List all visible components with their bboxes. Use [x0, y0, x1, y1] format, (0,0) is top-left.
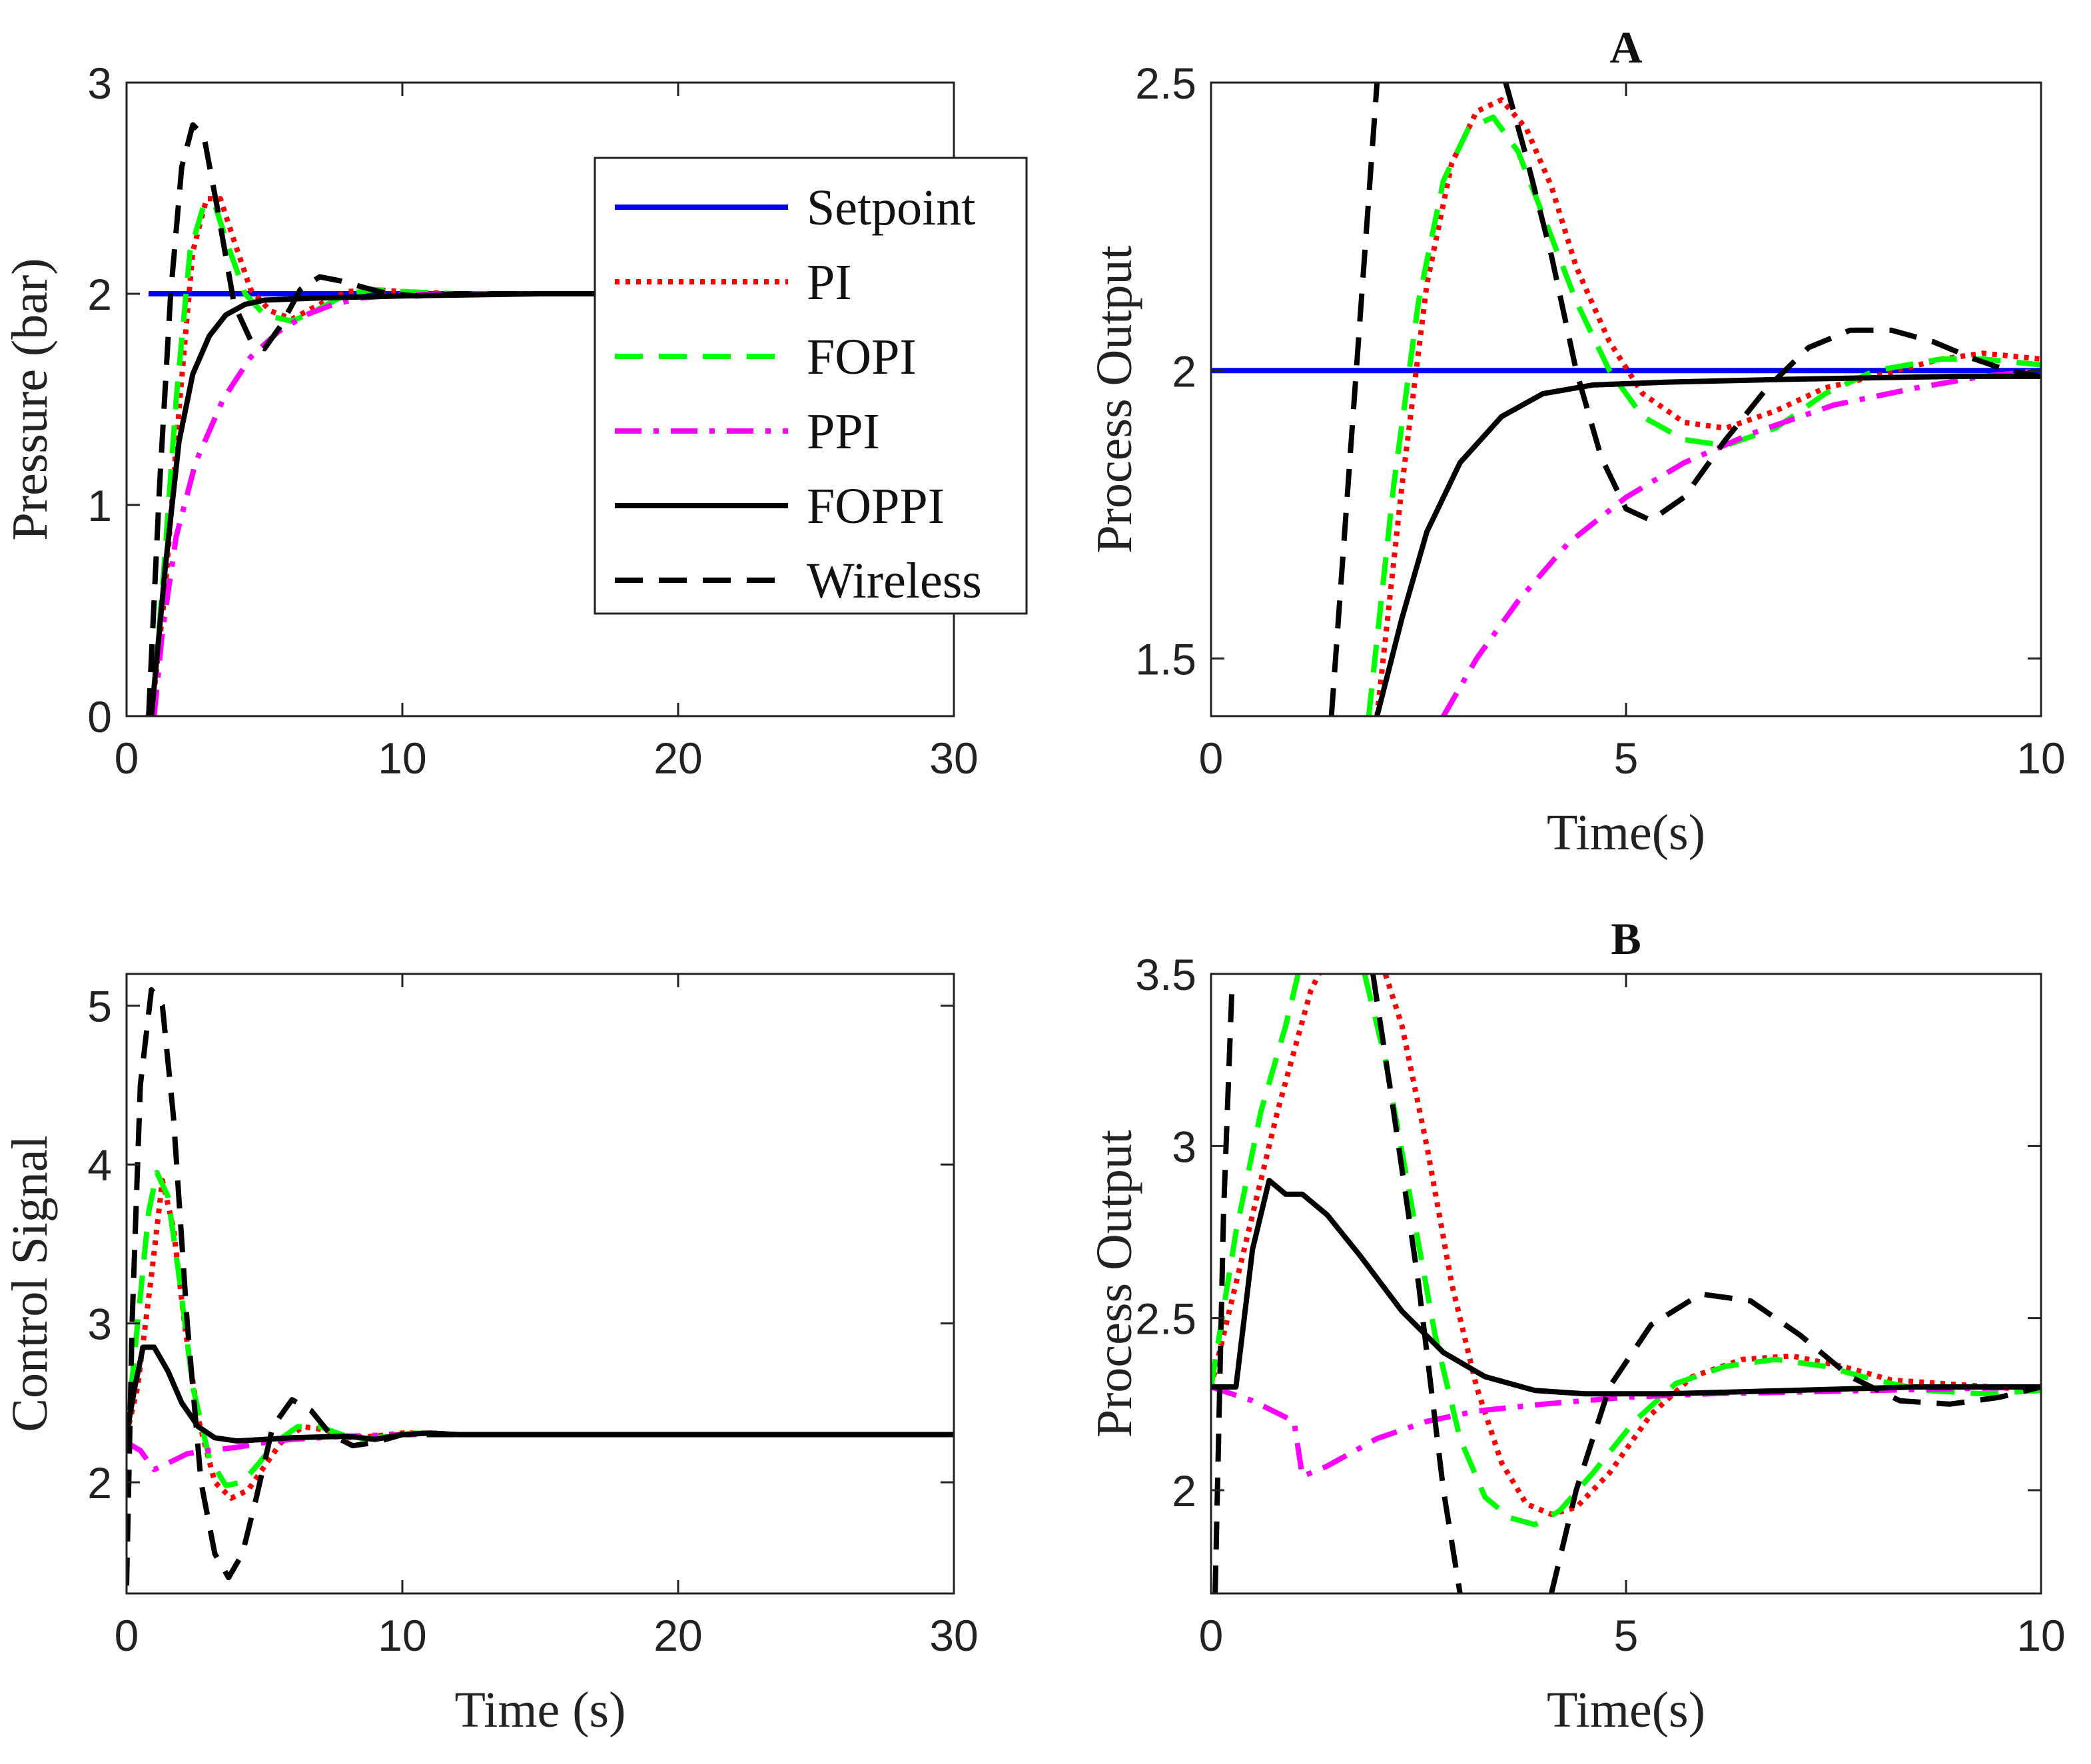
- chart-panel-bottom_left: 0 10 20 30 2 3 4 5 Time (s) Control Signal: [2, 973, 979, 1738]
- series-line-fopi-3: [1362, 974, 2041, 1528]
- series-line-pi-1: [149, 196, 954, 716]
- x-tick-label: 20: [653, 1611, 702, 1660]
- series-line-wireless-5: [1328, 83, 1380, 716]
- x-tick-label: 30: [929, 733, 978, 783]
- y-tick-label: 3: [1172, 1122, 1196, 1171]
- x-tick-label: 10: [378, 1611, 426, 1660]
- chart-panel-bottom_right: 0 5 10 2 2.5 3 3.5 B Time(s) Process Output: [1086, 913, 2066, 1738]
- legend-label-wireless: Wireless: [807, 553, 982, 609]
- y-axis-label: Process Output: [1086, 245, 1142, 553]
- chart-panel-top_right: 0 5 10 1.5 2 2.5 A Time(s) Process Output: [1086, 22, 2066, 861]
- legend-label-setpoint: Setpoint: [807, 180, 975, 236]
- y-tick-label: 1: [87, 481, 112, 530]
- chart-panel-top_left: 0 10 20 30 0 1 2 3 Pressure (bar) Setpoint PI FOPI P…: [2, 59, 1028, 783]
- y-tick-label: 3: [87, 59, 112, 108]
- y-tick-label: 4: [87, 1140, 112, 1190]
- series-line-ppi-3: [1441, 368, 2041, 716]
- series-line-foppi-4: [1374, 373, 2041, 716]
- series-line-wireless-4: [127, 987, 954, 1586]
- y-tick-label: 3: [87, 1300, 112, 1349]
- y-tick-label: 0: [87, 692, 112, 741]
- x-tick-label: 10: [378, 733, 426, 783]
- y-tick-label: 1.5: [1135, 635, 1196, 684]
- x-tick-label: 10: [2016, 733, 2065, 783]
- series-line-fopi-2: [1366, 114, 2041, 716]
- series-line-pi-1: [1374, 97, 2041, 716]
- series-line-wireless-7: [1370, 974, 1463, 1593]
- x-tick-label: 0: [115, 733, 139, 783]
- legend-box: [594, 157, 1028, 615]
- x-tick-label: 0: [1199, 733, 1224, 783]
- legend-label-ppi: PPI: [807, 404, 880, 460]
- y-axis-label: Process Output: [1086, 1130, 1142, 1438]
- y-tick-label: 2.5: [1135, 1294, 1196, 1344]
- x-tick-label: 5: [1614, 1611, 1639, 1660]
- series-group: [1211, 974, 2041, 1593]
- y-axis-label: Pressure (bar): [2, 258, 58, 540]
- legend: Setpoint PI FOPI PPI FOPPI Wireless: [594, 157, 1028, 615]
- x-tick-label: 0: [1199, 1611, 1224, 1660]
- series-line-pi-1: [1382, 974, 2041, 1518]
- y-tick-label: 2: [87, 270, 112, 319]
- series-group: [1211, 83, 2041, 716]
- x-tick-label: 30: [929, 1611, 978, 1660]
- x-axis-label: Time (s): [455, 1682, 626, 1738]
- series-group: [127, 987, 954, 1586]
- legend-label-foppi: FOPPI: [807, 478, 945, 534]
- series-line-wireless-5: [146, 122, 954, 716]
- y-tick-label: 2.5: [1135, 59, 1196, 108]
- chart-title: A: [1609, 22, 1642, 73]
- y-axis-label: Control Signal: [2, 1135, 58, 1432]
- x-tick-label: 20: [653, 733, 702, 783]
- series-line-foppi-5: [1211, 1178, 2041, 1397]
- y-tick-label: 2: [1172, 1466, 1196, 1516]
- legend-label-fopi: FOPI: [807, 329, 917, 385]
- x-tick-label: 10: [2016, 1611, 2065, 1660]
- series-line-wireless-6: [1212, 991, 1235, 1593]
- axes-box: [1210, 973, 2042, 1595]
- series-line-wireless-8: [1549, 1291, 2041, 1593]
- y-tick-label: 2: [87, 1458, 112, 1508]
- axes-box: [1210, 81, 2042, 717]
- series-line-wireless-6: [1503, 83, 2041, 524]
- y-tick-label: 5: [87, 982, 112, 1031]
- axes-box: [125, 973, 955, 1595]
- series-line-pi-0: [127, 1178, 954, 1501]
- legend-label-pi: PI: [807, 254, 852, 310]
- series-line-fopi-2: [1211, 974, 1301, 1388]
- y-tick-label: 2: [1172, 346, 1196, 396]
- x-tick-label: 5: [1614, 733, 1639, 783]
- series-line-foppi-3: [127, 1344, 954, 1444]
- x-tick-label: 0: [115, 1611, 139, 1660]
- y-tick-label: 3.5: [1135, 950, 1196, 999]
- x-axis-label: Time(s): [1547, 805, 1705, 861]
- x-axis-label: Time(s): [1547, 1682, 1705, 1738]
- chart-title: B: [1611, 913, 1641, 964]
